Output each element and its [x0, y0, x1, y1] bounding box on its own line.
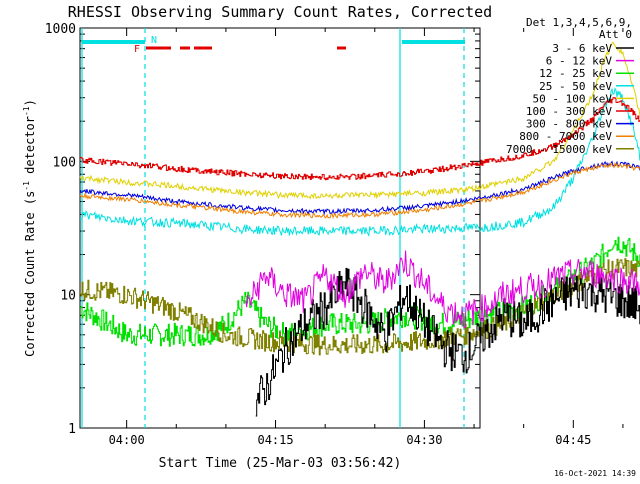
axis-ticks: 04:0004:1504:3004:4505:0005:1505:3011010… — [45, 22, 624, 447]
x-tick-label-2: 04:30 — [406, 433, 442, 447]
flag-f-label: F — [134, 44, 140, 55]
legend-label-4: 50 - 100 keV — [533, 92, 613, 105]
plot-frame — [79, 27, 481, 429]
series-group — [79, 41, 640, 417]
y-axis-label-sup2: -1 — [22, 106, 31, 116]
series-line-50to100keV — [79, 41, 640, 200]
legend-label-8: 7000 - 15000 keV — [506, 143, 612, 156]
x-tick-label-1: 04:15 — [257, 433, 293, 447]
legend-label-7: 800 - 7000 keV — [519, 130, 612, 143]
series-line-3to6keV — [255, 267, 640, 417]
x-tick-label-0: 04:00 — [109, 433, 145, 447]
series-line-25to50keV — [79, 87, 640, 237]
y-axis-label-main: Corrected Count Rate (s — [23, 191, 37, 357]
legend-label-6: 300 - 800 keV — [526, 118, 612, 131]
chart-title: RHESSI Observing Summary Count Rates, Co… — [68, 3, 492, 21]
detector-line-2: Att 0 — [599, 28, 632, 41]
y-axis-label-end: ) — [23, 99, 37, 106]
overlays: NF — [81, 28, 465, 428]
footer-timestamp: 16-Oct-2021 14:39 — [554, 469, 636, 478]
legend-label-0: 3 - 6 keV — [552, 42, 612, 55]
x-axis-label: Start Time (25-Mar-03 03:56:42) — [159, 456, 402, 471]
y-tick-label-3: 1000 — [45, 22, 76, 37]
y-axis-label-mid: detector — [23, 116, 37, 181]
legend-label-5: 100 - 300 keV — [526, 105, 612, 118]
series-line-800to7000keV — [79, 161, 640, 220]
flag-n-label: N — [151, 35, 157, 46]
series-line-6to12keV — [245, 250, 640, 329]
y-axis-label-sup1: -1 — [22, 181, 31, 191]
legend-label-3: 25 - 50 keV — [539, 80, 612, 93]
x-tick-label-3: 04:45 — [555, 433, 591, 447]
y-tick-label-2: 100 — [53, 155, 76, 170]
legend-label-1: 6 - 12 keV — [546, 55, 613, 68]
y-axis-label: Corrected Count Rate (s-1 detector-1) — [22, 99, 37, 357]
series-line-100to300keV — [80, 97, 640, 181]
series-line-300to800keV — [79, 160, 640, 216]
y-tick-label-1: 10 — [60, 289, 76, 304]
y-tick-label-0: 1 — [68, 422, 76, 437]
detector-line-1: Det 1,3,4,5,6,9, — [526, 16, 632, 29]
legend-label-2: 12 - 25 keV — [539, 67, 612, 80]
